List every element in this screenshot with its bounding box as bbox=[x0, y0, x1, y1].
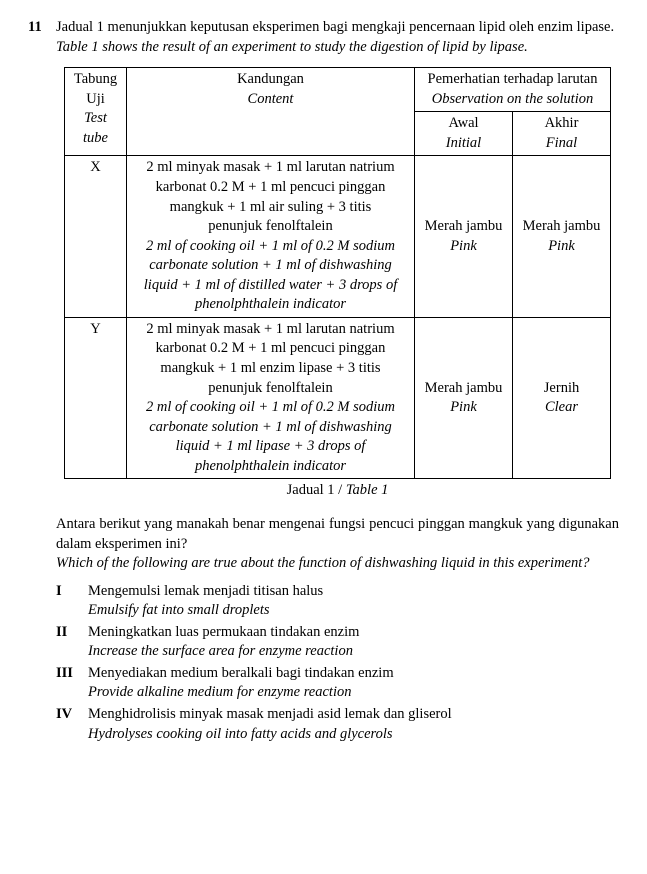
initial-ms: Merah jambu bbox=[421, 217, 506, 237]
option-row: III Menyediakan medium beralkali bagi ti… bbox=[56, 664, 619, 703]
content-ms-line: 2 ml minyak masak + 1 ml larutan natrium bbox=[133, 158, 408, 178]
subquestion-en: Which of the following are true about th… bbox=[56, 554, 619, 574]
content-ms-line: penunjuk fenolftalein bbox=[133, 217, 408, 237]
content-en-line: phenolphthalein indicator bbox=[133, 295, 408, 315]
content-ms-line: karbonat 0.2 M + 1 ml pencuci pinggan bbox=[133, 178, 408, 198]
option-number: II bbox=[56, 623, 88, 662]
header-obs-en: Observation on the solution bbox=[421, 90, 604, 110]
table-header-row-1: Tabung Uji Test tube Kandungan Content P… bbox=[65, 68, 611, 112]
option-row: I Mengemulsi lemak menjadi titisan halus… bbox=[56, 582, 619, 621]
option-ms: Meningkatkan luas permukaan tindakan enz… bbox=[88, 623, 619, 643]
content-en-line: liquid + 1 ml of distilled water + 3 dro… bbox=[133, 276, 408, 296]
initial-en: Pink bbox=[421, 237, 506, 257]
option-number: I bbox=[56, 582, 88, 621]
subquestion-ms: Antara berikut yang manakah benar mengen… bbox=[56, 515, 619, 554]
option-text: Meningkatkan luas permukaan tindakan enz… bbox=[88, 623, 619, 662]
cell-final: Merah jambu Pink bbox=[513, 156, 611, 318]
content-en-line: 2 ml of cooking oil + 1 ml of 0.2 M sodi… bbox=[133, 237, 408, 257]
content-ms-line: penunjuk fenolftalein bbox=[133, 379, 408, 399]
option-ms: Menghidrolisis minyak masak menjadi asid… bbox=[88, 705, 619, 725]
table-row: Y 2 ml minyak masak + 1 ml larutan natri… bbox=[65, 317, 611, 479]
option-en: Provide alkaline medium for enzyme react… bbox=[88, 683, 619, 703]
question-body: Jadual 1 menunjukkan keputusan eksperime… bbox=[56, 18, 619, 746]
option-number: III bbox=[56, 664, 88, 703]
option-en: Hydrolyses cooking oil into fatty acids … bbox=[88, 725, 619, 745]
options-list: I Mengemulsi lemak menjadi titisan halus… bbox=[56, 582, 619, 745]
content-en-line: phenolphthalein indicator bbox=[133, 457, 408, 477]
content-en-line: 2 ml of cooking oil + 1 ml of 0.2 M sodi… bbox=[133, 398, 408, 418]
caption-ms: Jadual 1 bbox=[287, 482, 335, 498]
header-tube: Tabung Uji Test tube bbox=[65, 68, 127, 156]
content-ms-line: 2 ml minyak masak + 1 ml larutan natrium bbox=[133, 320, 408, 340]
cell-final: Jernih Clear bbox=[513, 317, 611, 479]
content-ms-line: mangkuk + 1 ml enzim lipase + 3 titis bbox=[133, 359, 408, 379]
header-initial-ms: Awal bbox=[421, 114, 506, 134]
cell-initial: Merah jambu Pink bbox=[415, 317, 513, 479]
option-text: Mengemulsi lemak menjadi titisan halus E… bbox=[88, 582, 619, 621]
header-content: Kandungan Content bbox=[127, 68, 415, 156]
header-content-en: Content bbox=[133, 90, 408, 110]
caption-sep: / bbox=[335, 482, 346, 498]
header-tube-en: Test tube bbox=[71, 109, 120, 148]
header-obs-ms: Pemerhatian terhadap larutan bbox=[421, 70, 604, 90]
option-en: Emulsify fat into small droplets bbox=[88, 601, 619, 621]
option-row: IV Menghidrolisis minyak masak menjadi a… bbox=[56, 705, 619, 744]
header-final-ms: Akhir bbox=[519, 114, 604, 134]
question-page: 11 Jadual 1 menunjukkan keputusan eksper… bbox=[0, 0, 647, 776]
option-ms: Mengemulsi lemak menjadi titisan halus bbox=[88, 582, 619, 602]
option-text: Menghidrolisis minyak masak menjadi asid… bbox=[88, 705, 619, 744]
content-en-line: carbonate solution + 1 ml of dishwashing bbox=[133, 256, 408, 276]
stem-en: Table 1 shows the result of an experimen… bbox=[56, 38, 619, 58]
option-text: Menyediakan medium beralkali bagi tindak… bbox=[88, 664, 619, 703]
cell-content: 2 ml minyak masak + 1 ml larutan natrium… bbox=[127, 317, 415, 479]
content-en-line: carbonate solution + 1 ml of dishwashing bbox=[133, 418, 408, 438]
final-en: Pink bbox=[519, 237, 604, 257]
content-ms-line: mangkuk + 1 ml air suling + 3 titis bbox=[133, 198, 408, 218]
cell-content: 2 ml minyak masak + 1 ml larutan natrium… bbox=[127, 156, 415, 318]
initial-en: Pink bbox=[421, 398, 506, 418]
caption-en: Table 1 bbox=[346, 482, 389, 498]
header-initial: Awal Initial bbox=[415, 112, 513, 156]
content-ms-line: karbonat 0.2 M + 1 ml pencuci pinggan bbox=[133, 339, 408, 359]
header-initial-en: Initial bbox=[421, 134, 506, 154]
initial-ms: Merah jambu bbox=[421, 379, 506, 399]
header-final-en: Final bbox=[519, 134, 604, 154]
cell-initial: Merah jambu Pink bbox=[415, 156, 513, 318]
table-row: X 2 ml minyak masak + 1 ml larutan natri… bbox=[65, 156, 611, 318]
option-ms: Menyediakan medium beralkali bagi tindak… bbox=[88, 664, 619, 684]
option-row: II Meningkatkan luas permukaan tindakan … bbox=[56, 623, 619, 662]
cell-tube: X bbox=[65, 156, 127, 318]
content-en-line: liquid + 1 ml lipase + 3 drops of bbox=[133, 437, 408, 457]
question-stem-row: 11 Jadual 1 menunjukkan keputusan eksper… bbox=[28, 18, 619, 746]
experiment-table: Tabung Uji Test tube Kandungan Content P… bbox=[64, 67, 611, 479]
option-en: Increase the surface area for enzyme rea… bbox=[88, 642, 619, 662]
header-content-ms: Kandungan bbox=[133, 70, 408, 90]
final-en: Clear bbox=[519, 398, 604, 418]
header-tube-ms: Tabung Uji bbox=[71, 70, 120, 109]
final-ms: Merah jambu bbox=[519, 217, 604, 237]
final-ms: Jernih bbox=[519, 379, 604, 399]
stem-ms: Jadual 1 menunjukkan keputusan eksperime… bbox=[56, 18, 619, 38]
table-caption: Jadual 1 / Table 1 bbox=[56, 481, 619, 501]
cell-tube: Y bbox=[65, 317, 127, 479]
option-number: IV bbox=[56, 705, 88, 744]
question-number: 11 bbox=[28, 18, 56, 746]
header-observation: Pemerhatian terhadap larutan Observation… bbox=[415, 68, 611, 112]
header-final: Akhir Final bbox=[513, 112, 611, 156]
